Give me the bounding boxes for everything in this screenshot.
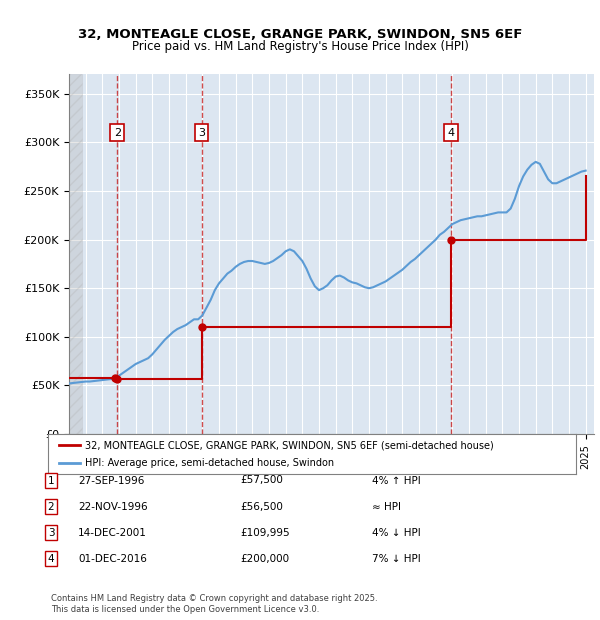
Text: 4% ↓ HPI: 4% ↓ HPI bbox=[372, 528, 421, 538]
Text: 2: 2 bbox=[114, 128, 121, 138]
Text: £57,500: £57,500 bbox=[240, 476, 283, 485]
Text: Price paid vs. HM Land Registry's House Price Index (HPI): Price paid vs. HM Land Registry's House … bbox=[131, 40, 469, 53]
Text: Contains HM Land Registry data © Crown copyright and database right 2025.
This d: Contains HM Land Registry data © Crown c… bbox=[51, 595, 377, 614]
Text: ≈ HPI: ≈ HPI bbox=[372, 502, 401, 512]
Text: 4: 4 bbox=[448, 128, 455, 138]
Text: HPI: Average price, semi-detached house, Swindon: HPI: Average price, semi-detached house,… bbox=[85, 458, 334, 468]
Text: 1: 1 bbox=[47, 476, 55, 485]
Text: 32, MONTEAGLE CLOSE, GRANGE PARK, SWINDON, SN5 6EF: 32, MONTEAGLE CLOSE, GRANGE PARK, SWINDO… bbox=[78, 28, 522, 41]
Text: 32, MONTEAGLE CLOSE, GRANGE PARK, SWINDON, SN5 6EF (semi-detached house): 32, MONTEAGLE CLOSE, GRANGE PARK, SWINDO… bbox=[85, 440, 494, 450]
Text: 3: 3 bbox=[47, 528, 55, 538]
Text: £109,995: £109,995 bbox=[240, 528, 290, 538]
Text: £56,500: £56,500 bbox=[240, 502, 283, 512]
Text: 27-SEP-1996: 27-SEP-1996 bbox=[78, 476, 145, 485]
Text: 01-DEC-2016: 01-DEC-2016 bbox=[78, 554, 147, 564]
Text: 2: 2 bbox=[47, 502, 55, 512]
Bar bbox=[69, 74, 82, 434]
Text: 22-NOV-1996: 22-NOV-1996 bbox=[78, 502, 148, 512]
Text: 3: 3 bbox=[198, 128, 205, 138]
Text: 14-DEC-2001: 14-DEC-2001 bbox=[78, 528, 147, 538]
Text: £200,000: £200,000 bbox=[240, 554, 289, 564]
Text: 4: 4 bbox=[47, 554, 55, 564]
Text: 4% ↑ HPI: 4% ↑ HPI bbox=[372, 476, 421, 485]
Text: 7% ↓ HPI: 7% ↓ HPI bbox=[372, 554, 421, 564]
